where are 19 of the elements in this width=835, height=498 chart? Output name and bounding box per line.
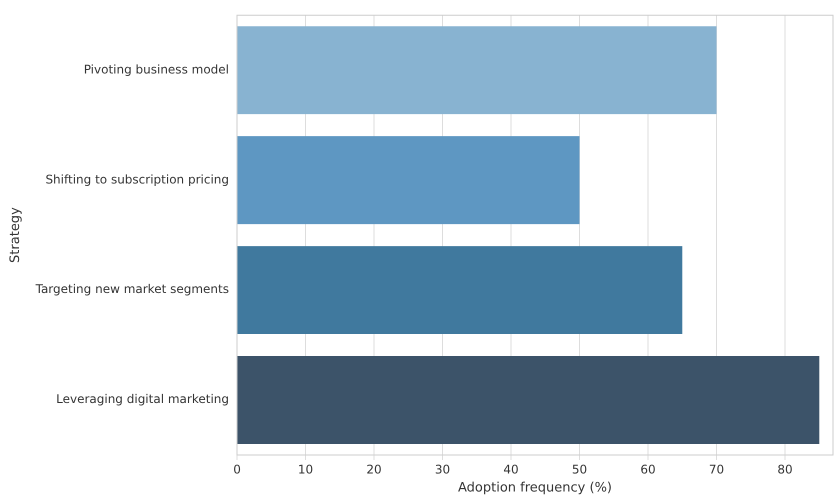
x-tick-label: 50: [572, 462, 588, 476]
x-tick-label: 20: [366, 462, 382, 476]
bar: [238, 246, 682, 334]
x-tick-label: 10: [298, 462, 314, 476]
x-tick-label: 0: [233, 462, 241, 476]
x-tick-label: 70: [708, 462, 724, 476]
y-tick-label: Targeting new market segments: [34, 282, 229, 296]
x-tick-label: 80: [777, 462, 793, 476]
y-tick-label: Leveraging digital marketing: [56, 392, 229, 406]
bar: [238, 136, 580, 224]
bar: [238, 356, 820, 444]
x-tick-label: 40: [503, 462, 519, 476]
y-tick-label: Pivoting business model: [84, 62, 229, 76]
x-tick-label: 30: [434, 462, 450, 476]
x-tick-label: 60: [640, 462, 656, 476]
y-tick-label: Shifting to subscription pricing: [45, 172, 229, 186]
y-axis-title: Strategy: [8, 206, 24, 263]
bar: [238, 26, 717, 114]
x-axis-title: Adoption frequency (%): [458, 480, 612, 496]
